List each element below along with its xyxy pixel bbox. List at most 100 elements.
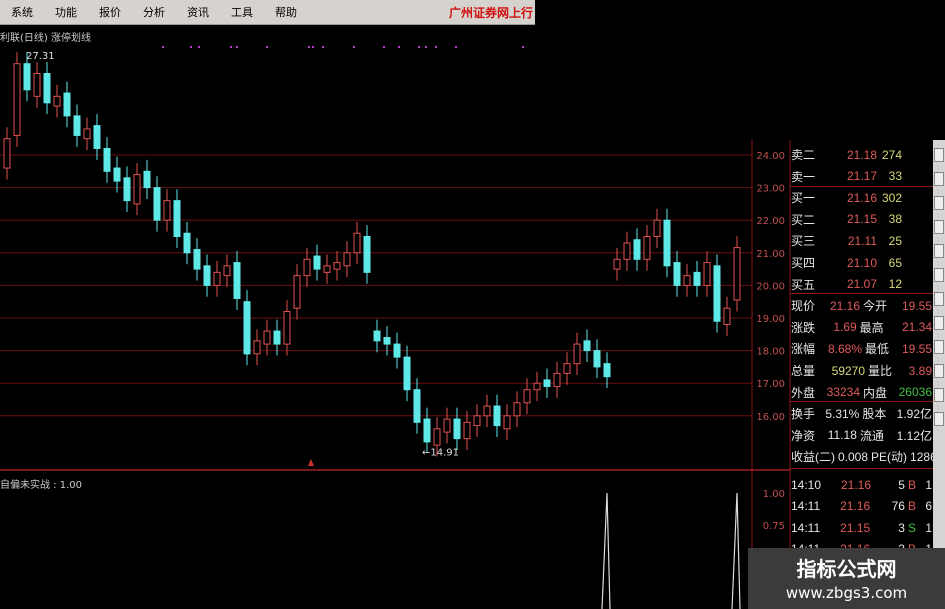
signal-dot (236, 46, 238, 48)
signal-dot (398, 46, 400, 48)
candle-body (503, 415, 511, 430)
candle-body (93, 125, 101, 149)
book-price: 21.17 (846, 169, 878, 184)
stat-label: 现价 (791, 299, 816, 314)
candle-body (643, 236, 651, 260)
menu-analysis[interactable]: 分析 (143, 6, 165, 19)
stat-label: 换手 (791, 407, 816, 422)
order-book-row: 买三 21.11 25 (790, 230, 933, 251)
candle-body (413, 389, 421, 423)
trade-volume: 3 (898, 520, 905, 535)
candle-body (463, 421, 471, 440)
stat-label: 最低 (865, 342, 890, 357)
y-tick-label: 17.00 (756, 379, 785, 390)
candle-body (333, 262, 341, 270)
stat-label: 最高 (859, 320, 884, 335)
tool-icon[interactable] (934, 196, 944, 210)
stat-label: 净资 (791, 428, 816, 443)
candle-body (393, 343, 401, 358)
stat-value: 1.69 (833, 320, 857, 335)
tool-icon[interactable] (934, 148, 944, 162)
candle-body (623, 242, 631, 260)
stat-row: 现价 21.16 今开 19.55 (790, 295, 933, 316)
menu-function[interactable]: 功能 (55, 6, 77, 19)
order-book-row: 卖二 21.18 274 (790, 144, 933, 165)
trade-count: 1 (925, 520, 932, 535)
tool-icon[interactable] (934, 340, 944, 354)
stat-label: 涨幅 (791, 342, 816, 357)
signal-dot (425, 46, 427, 48)
candle-body (213, 271, 221, 286)
candle-body (293, 275, 301, 309)
tool-icon[interactable] (934, 244, 944, 258)
menu-system[interactable]: 系统 (11, 6, 33, 19)
candle-body (23, 63, 31, 91)
y-tick-label: 23.00 (756, 184, 785, 195)
tool-icon[interactable] (934, 292, 944, 306)
stat-label: 收益(二) (791, 450, 835, 465)
broker-name: 广州证券网上行 (448, 5, 533, 20)
signal-spike (601, 492, 611, 609)
stat-row: 换手 5.31% 股本 1.92亿 (790, 403, 933, 424)
main-indicator-label: 利联(日线) 涨停划线 (0, 33, 91, 44)
stat-value: 19.55 (901, 341, 932, 356)
stat-value: 8.68% (827, 341, 862, 356)
candle-body (103, 147, 111, 172)
separator (790, 401, 933, 402)
tool-icon[interactable] (934, 412, 944, 426)
signal-dot (383, 46, 385, 48)
tool-icon[interactable] (934, 268, 944, 282)
sub-y-tick-label: 1.00 (763, 489, 785, 500)
book-label: 买五 (791, 277, 816, 292)
candle-body (353, 232, 361, 254)
tool-icon[interactable] (934, 364, 944, 378)
candle-body (603, 363, 611, 378)
trade-side: B (907, 499, 916, 514)
candle-body (403, 356, 411, 391)
tool-icon[interactable] (934, 172, 944, 186)
tool-icon[interactable] (934, 220, 944, 234)
candle-body (243, 301, 251, 355)
candle-body (583, 340, 591, 352)
menu-help[interactable]: 帮助 (275, 6, 297, 19)
signal-dot (308, 46, 310, 48)
candle-body (563, 363, 571, 374)
candle-body (673, 262, 681, 286)
tool-icon[interactable] (934, 388, 944, 402)
stat-value: 26036 (898, 385, 932, 400)
candle-body (113, 167, 121, 182)
stat-label: 外盘 (791, 385, 816, 400)
signal-dot (198, 46, 200, 48)
tool-icon[interactable] (934, 316, 944, 330)
candle-body (133, 174, 141, 205)
candle-body (383, 337, 391, 345)
candle-body (713, 265, 721, 322)
book-volume: 38 (888, 212, 902, 227)
menu-news[interactable]: 资讯 (187, 6, 209, 19)
candle-body (363, 236, 371, 273)
candle-body (263, 330, 271, 345)
stat-value: 0.008 (838, 449, 869, 464)
watermark: 指标公式网 www.zbgs3.com (748, 548, 945, 609)
menu-tools[interactable]: 工具 (231, 6, 253, 19)
stat-value: 1.12亿 (896, 428, 932, 443)
stat-value: 21.16 (829, 298, 860, 313)
candle-body (533, 382, 541, 391)
tick-trade-row: 14:10 21.16 5 B 1 (790, 474, 933, 495)
y-tick-label: 24.00 (756, 151, 785, 162)
candle-body (613, 258, 621, 270)
menu-quote[interactable]: 报价 (99, 6, 121, 19)
candle-body (123, 177, 131, 202)
y-tick-label: 18.00 (756, 347, 785, 358)
book-volume: 274 (881, 147, 902, 162)
book-price: 21.11 (847, 233, 878, 248)
trade-price: 21.16 (841, 477, 872, 492)
book-label: 买二 (791, 212, 816, 227)
candle-body (313, 255, 321, 270)
candle-body (433, 428, 441, 446)
stat-value: 21.34 (901, 320, 933, 335)
trade-time: 14:11 (791, 499, 821, 514)
candle-body (523, 389, 531, 404)
candle-body (483, 405, 491, 417)
